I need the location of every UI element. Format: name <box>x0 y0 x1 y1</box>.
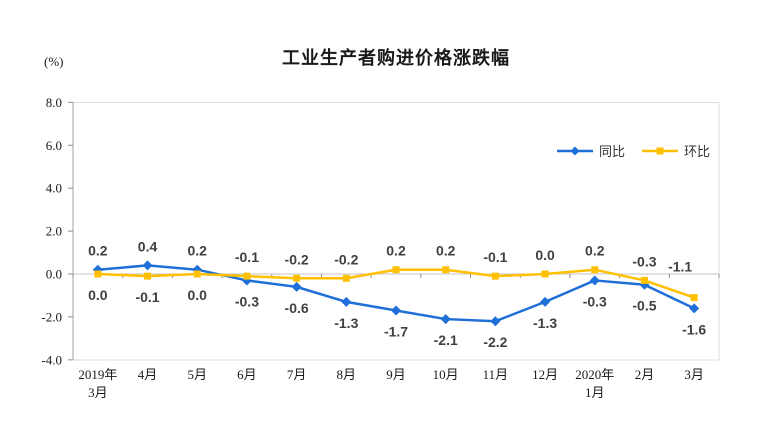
data-label-below: -0.5 <box>632 298 656 314</box>
series-marker-mom <box>541 270 549 278</box>
series-marker-mom <box>193 270 201 278</box>
data-label-below: 0.0 <box>187 287 207 303</box>
series-marker-mom <box>144 272 152 280</box>
chart-legend: 同比 环比 <box>556 141 710 160</box>
x-axis-label: 11月 <box>483 367 509 382</box>
data-label-above: 0.4 <box>138 238 158 254</box>
series-marker-yoy <box>341 296 352 307</box>
series-marker-mom <box>342 274 350 282</box>
series-marker-yoy <box>291 281 302 292</box>
data-label-above: 0.2 <box>436 243 456 259</box>
data-label-below: -0.1 <box>135 289 159 305</box>
data-label-below: -1.3 <box>533 315 557 331</box>
x-axis-label: 4月 <box>138 367 158 382</box>
data-label-below: -1.3 <box>334 315 358 331</box>
legend-label: 同比 <box>599 144 626 159</box>
series-marker-yoy <box>490 316 501 327</box>
series-marker-yoy <box>440 314 451 325</box>
series-marker-mom <box>94 270 102 278</box>
data-label-above: 0.2 <box>386 243 406 259</box>
data-label-below: -0.6 <box>285 300 309 316</box>
x-axis-label: 8月 <box>337 367 357 382</box>
data-label-below: -2.2 <box>483 334 507 350</box>
data-label-below: -1.6 <box>682 321 706 337</box>
x-axis-label: 3月 <box>684 367 704 382</box>
series-marker-mom <box>392 266 400 274</box>
data-label-below: -0.3 <box>583 293 607 309</box>
x-axis-label: 3月 <box>88 385 108 400</box>
data-label-below: 0.0 <box>88 287 108 303</box>
series-marker-yoy <box>689 303 700 314</box>
series-marker-mom <box>690 294 698 302</box>
y-axis-tick-label: 2.0 <box>46 224 62 239</box>
legend-item-yoy: 同比 <box>556 141 625 160</box>
data-label-below: -2.1 <box>434 332 458 348</box>
series-marker-yoy <box>540 296 551 307</box>
data-label-above: -0.1 <box>235 249 259 265</box>
legend-label: 环比 <box>684 144 711 159</box>
data-label-above: -0.1 <box>483 249 507 265</box>
series-marker-mom <box>491 272 499 280</box>
data-label-above: -0.2 <box>334 251 358 267</box>
series-marker-mom <box>640 276 648 284</box>
x-axis-label: 12月 <box>532 367 558 382</box>
y-axis-tick-label: -2.0 <box>41 309 62 324</box>
x-axis-label: 6月 <box>237 367 257 382</box>
legend-item-mom: 环比 <box>641 141 710 160</box>
data-label-below: -0.3 <box>235 293 259 309</box>
x-axis-label: 2月 <box>635 367 655 382</box>
data-label-above: 0.2 <box>187 243 207 259</box>
x-axis-label: 9月 <box>386 367 406 382</box>
x-axis-label: 7月 <box>287 367 307 382</box>
data-label-above: 0.0 <box>535 247 555 263</box>
y-axis-unit-label: (%) <box>44 54 64 69</box>
data-label-above: -0.3 <box>632 253 656 269</box>
y-axis-tick-label: 4.0 <box>46 181 62 196</box>
x-axis-label: 5月 <box>187 367 207 382</box>
x-axis-label: 2020年 <box>575 367 614 382</box>
y-axis-tick-label: 8.0 <box>46 95 62 110</box>
series-marker-mom <box>591 266 599 274</box>
series-marker-yoy <box>589 275 600 286</box>
series-marker-mom <box>442 266 450 274</box>
y-axis-tick-label: 0.0 <box>46 267 62 282</box>
series-marker-yoy <box>391 305 401 316</box>
legend-marker-square-icon <box>642 147 679 154</box>
x-axis-label: 1月 <box>585 385 605 400</box>
legend-marker-diamond-icon <box>557 146 593 155</box>
y-axis-tick-label: 6.0 <box>46 138 62 153</box>
y-axis-tick-label: -4.0 <box>41 352 62 367</box>
data-label-above: 0.2 <box>88 243 108 259</box>
series-marker-yoy <box>142 260 153 271</box>
chart-title: 工业生产者购进价格涨跌幅 <box>282 48 510 68</box>
data-label-above: -1.1 <box>668 259 692 275</box>
series-marker-mom <box>243 272 251 280</box>
series-marker-mom <box>293 274 301 282</box>
data-label-above: 0.2 <box>585 243 605 259</box>
data-label-above: -0.2 <box>285 251 309 267</box>
x-axis-label: 10月 <box>433 367 459 382</box>
x-axis-label: 2019年 <box>78 367 117 382</box>
data-label-below: -1.7 <box>384 323 408 339</box>
